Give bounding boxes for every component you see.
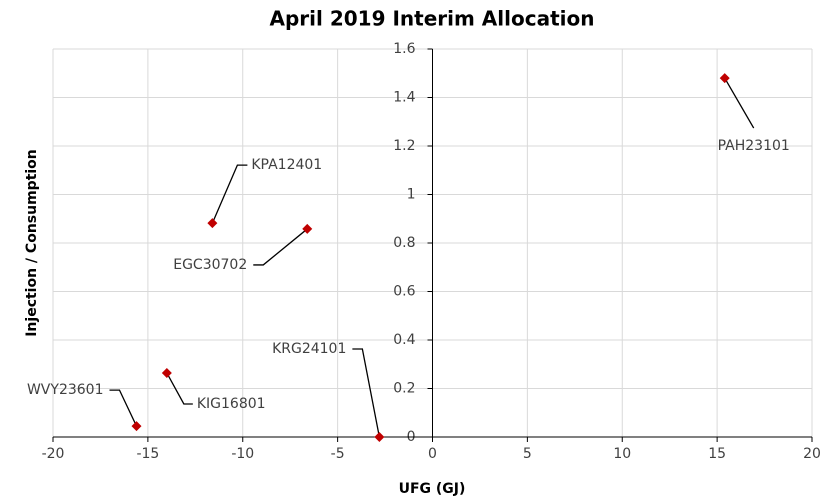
x-tick-label: -5 — [331, 446, 345, 462]
y-tick-label: 1.2 — [393, 138, 415, 154]
x-tick-label: 10 — [613, 446, 631, 462]
point — [161, 367, 172, 378]
y-tick-label: 0.6 — [393, 284, 415, 300]
point-label: WVY23601 — [27, 382, 104, 398]
x-tick-label: 0 — [428, 446, 437, 462]
leader-line — [211, 164, 248, 224]
point — [302, 223, 313, 234]
y-tick-label: 1.6 — [393, 41, 415, 57]
leader-line — [253, 228, 308, 266]
y-axis-label: Injection / Consumption — [24, 149, 40, 337]
point-label: EGC30702 — [173, 257, 247, 273]
x-tick-label: -20 — [42, 446, 65, 462]
leader-line — [352, 348, 381, 438]
point-label: KIG16801 — [197, 396, 266, 412]
point — [374, 432, 385, 442]
y-tick-label: 0.2 — [393, 381, 415, 397]
x-tick-label: -15 — [136, 446, 159, 462]
point — [207, 218, 218, 229]
x-tick-label: 15 — [708, 446, 726, 462]
point-label: KRG24101 — [272, 341, 346, 357]
point — [131, 421, 142, 432]
point-label: PAH23101 — [718, 138, 790, 154]
y-tick-label: 0.8 — [393, 235, 415, 251]
y-tick-label: 1 — [407, 187, 416, 203]
x-tick-label: 20 — [803, 446, 821, 462]
leader-line — [724, 77, 755, 129]
point-label: KPA12401 — [251, 157, 322, 173]
y-tick-label: 0.4 — [393, 332, 415, 348]
point — [719, 73, 730, 84]
x-tick-label: -10 — [231, 446, 254, 462]
x-axis-label: UFG (GJ) — [399, 481, 466, 497]
y-tick-label: 1.4 — [393, 90, 415, 106]
chart-title: April 2019 Interim Allocation — [270, 7, 595, 31]
x-tick-label: 5 — [523, 446, 532, 462]
leader-line — [166, 372, 193, 405]
leader-line — [109, 389, 138, 427]
